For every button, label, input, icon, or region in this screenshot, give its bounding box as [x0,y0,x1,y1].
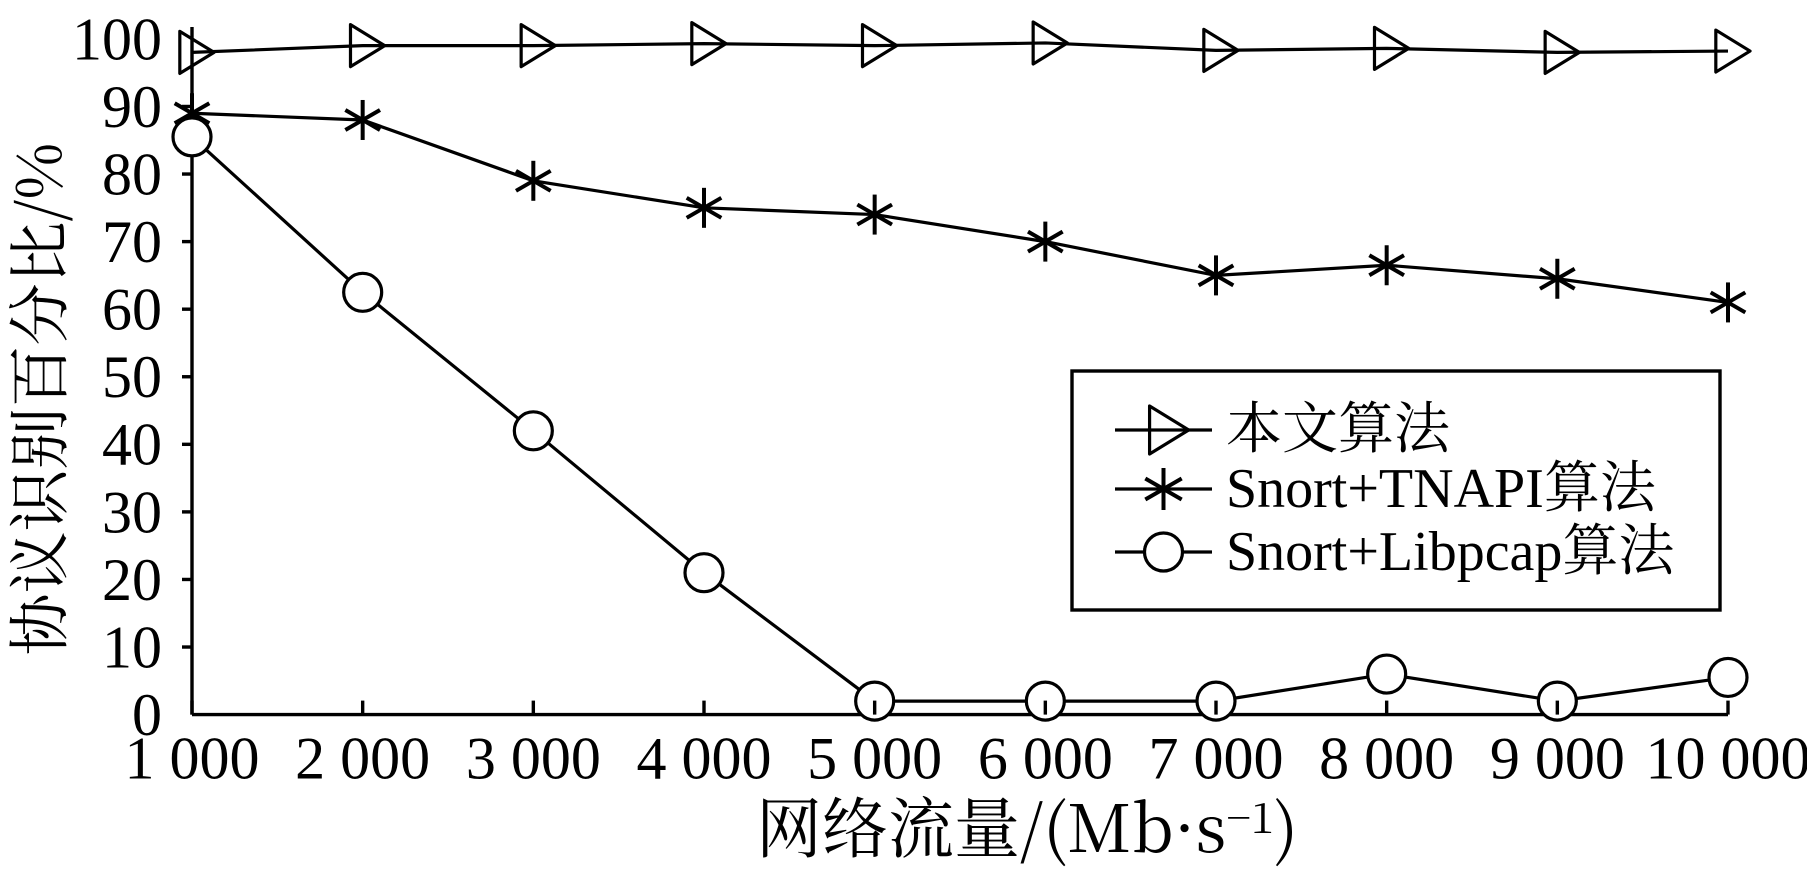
svg-text:Snort+Libpcap算法: Snort+Libpcap算法 [1226,521,1675,583]
svg-text:40: 40 [102,412,162,478]
svg-text:协议识别百分比/%: 协议识别百分比/% [0,142,80,655]
svg-text:10: 10 [102,614,162,680]
svg-text:8 000: 8 000 [1319,726,1454,792]
svg-text:本文算法: 本文算法 [1226,385,1451,465]
svg-text:80: 80 [102,141,162,207]
svg-text:1 000: 1 000 [125,726,260,792]
svg-text:60: 60 [102,277,162,343]
svg-text:10 000: 10 000 [1646,726,1807,792]
svg-text:9 000: 9 000 [1490,726,1625,792]
svg-text:3 000: 3 000 [466,726,601,792]
svg-text:网络流量/(Mb·s−1): 网络流量/(Mb·s−1) [756,776,1298,871]
svg-text:70: 70 [102,209,162,275]
svg-text:20: 20 [102,547,162,613]
svg-text:50: 50 [102,344,162,410]
svg-text:90: 90 [102,74,162,140]
svg-text:4 000: 4 000 [637,726,772,792]
svg-text:100: 100 [72,6,162,72]
svg-text:Snort+TNAPI算法: Snort+TNAPI算法 [1226,458,1657,520]
svg-text:2 000: 2 000 [295,726,430,792]
svg-text:30: 30 [102,479,162,545]
